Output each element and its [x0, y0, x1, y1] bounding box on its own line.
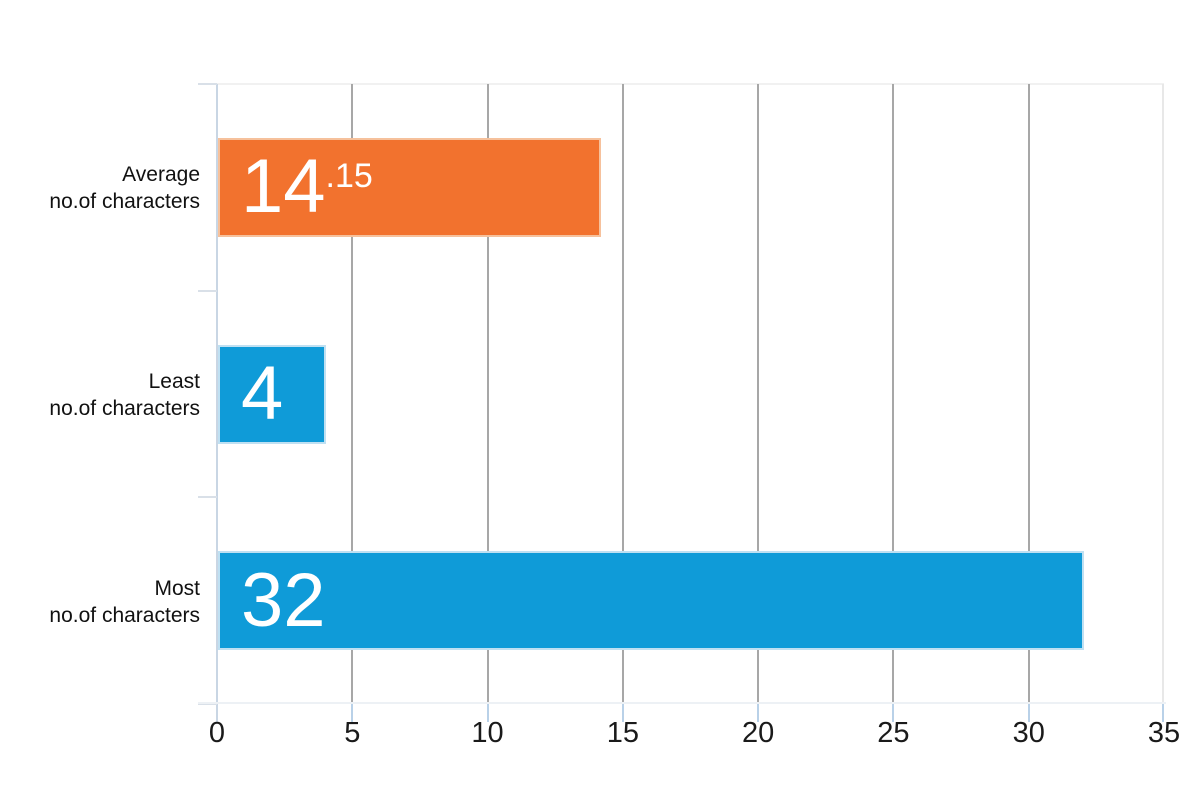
category-label: Average no.of characters [0, 161, 200, 215]
bar: 14.15 [218, 137, 601, 237]
x-tick-label: 35 [1147, 717, 1181, 749]
x-tick-label: 30 [1012, 717, 1045, 749]
x-tick-label: 10 [471, 717, 504, 749]
bar-value-main: 32 [241, 557, 326, 643]
bar-value-decimal: .15 [325, 157, 373, 196]
category-label-line2: no.of characters [49, 190, 200, 214]
bar-value-label: 14.15 [241, 149, 373, 225]
x-axis-tick [621, 704, 624, 722]
gridline [351, 84, 354, 704]
gridline [892, 84, 895, 704]
category-label-line1: Least [148, 370, 200, 393]
x-axis-tick [892, 704, 895, 722]
y-axis-tick [198, 496, 217, 499]
gridline [757, 84, 760, 704]
x-axis-tick [486, 704, 489, 722]
x-tick-label: 25 [877, 717, 910, 749]
x-axis-line [198, 702, 1166, 704]
gridline [486, 84, 489, 704]
y-axis-line [216, 84, 218, 723]
plot-right-border [1162, 84, 1164, 704]
x-axis-tick [351, 704, 354, 722]
category-label-line1: Most [154, 576, 200, 600]
x-tick-label: 20 [742, 717, 775, 749]
gridline [621, 84, 624, 704]
y-axis-tick [198, 289, 217, 292]
x-axis-tick [1162, 704, 1164, 722]
category-label: Least no.of characters [0, 368, 200, 422]
category-label-line1: Average [122, 163, 200, 187]
bar-value-label: 4 [241, 356, 283, 432]
bar-value-main: 14 [241, 144, 326, 230]
y-axis-tick [198, 703, 217, 705]
bar: 32 [218, 551, 1084, 651]
x-tick-label: 5 [344, 717, 361, 749]
gridline [1027, 84, 1030, 704]
category-label-line2: no.of characters [49, 603, 200, 627]
bar-value-label: 32 [241, 557, 326, 643]
plot-top-border [217, 83, 1164, 85]
bar: 4 [218, 344, 327, 444]
bar-value-main: 4 [241, 351, 284, 436]
x-tick-label: 15 [606, 717, 639, 749]
category-label-line2: no.of characters [49, 397, 200, 420]
x-axis-tick [757, 704, 760, 722]
y-axis-tick [198, 83, 217, 85]
category-label: Most no.of characters [0, 575, 200, 629]
x-axis-tick [1027, 704, 1030, 722]
x-tick-label: 0 [208, 717, 226, 749]
